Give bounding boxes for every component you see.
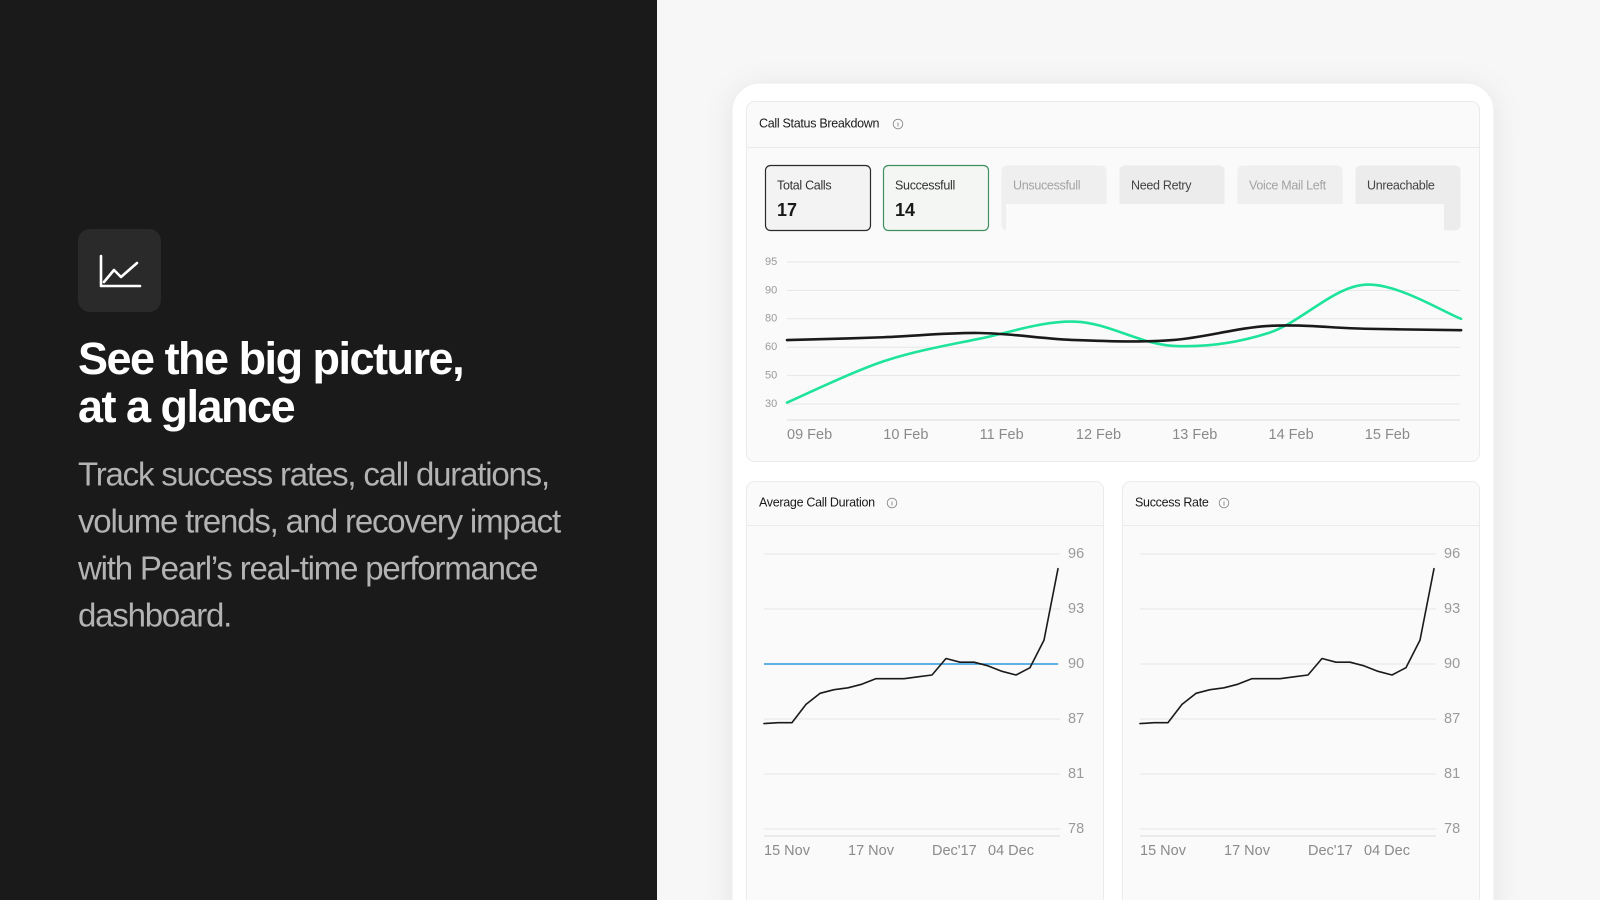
x-tick-label: 04 Dec bbox=[988, 843, 1034, 859]
info-icon bbox=[892, 118, 904, 130]
y-tick-label: 30 bbox=[765, 398, 777, 410]
x-tick-label: 17 Nov bbox=[1224, 843, 1271, 859]
y-tick-label: 93 bbox=[1068, 601, 1084, 617]
success-card bbox=[1122, 481, 1480, 900]
hero-body: dashboard. bbox=[78, 597, 231, 634]
x-tick-label: 15 Feb bbox=[1365, 427, 1410, 443]
y-tick-label: 81 bbox=[1068, 766, 1084, 782]
tab-label: Voice Mail Left bbox=[1249, 178, 1327, 192]
info-icon bbox=[886, 497, 898, 509]
y-tick-label: 60 bbox=[765, 341, 777, 353]
status-tab[interactable] bbox=[882, 164, 990, 232]
duration-card bbox=[746, 481, 1104, 900]
y-tick-label: 90 bbox=[1068, 656, 1084, 672]
x-tick-label: 04 Dec bbox=[1364, 843, 1410, 859]
y-tick-label: 95 bbox=[765, 256, 777, 268]
hero-title: at a glance bbox=[78, 381, 295, 432]
tab-value: 17 bbox=[777, 200, 797, 220]
x-tick-label: Dec'17 bbox=[932, 843, 977, 859]
card-title: Average Call Duration bbox=[759, 495, 875, 509]
tab-label: Need Retry bbox=[1131, 178, 1192, 192]
hero-body: Track success rates, call durations, bbox=[78, 456, 549, 493]
y-tick-label: 93 bbox=[1444, 601, 1460, 617]
tab-overlay bbox=[1006, 204, 1444, 231]
y-tick-label: 80 bbox=[765, 313, 777, 325]
x-tick-label: 09 Feb bbox=[787, 427, 832, 443]
x-tick-label: 15 Nov bbox=[764, 843, 811, 859]
y-tick-label: 78 bbox=[1444, 821, 1460, 837]
hero-body: volume trends, and recovery impact bbox=[78, 503, 561, 540]
hero-panel bbox=[0, 0, 657, 900]
y-tick-label: 87 bbox=[1444, 711, 1460, 727]
tab-value: 14 bbox=[895, 200, 915, 220]
x-tick-label: 10 Feb bbox=[883, 427, 928, 443]
x-tick-label: 14 Feb bbox=[1269, 427, 1314, 443]
y-tick-label: 96 bbox=[1068, 546, 1084, 562]
y-tick-label: 90 bbox=[765, 284, 777, 296]
hero-body: with Pearl’s real-time performance bbox=[77, 550, 537, 587]
x-tick-label: 15 Nov bbox=[1140, 843, 1187, 859]
y-tick-label: 81 bbox=[1444, 766, 1460, 782]
card-title: Success Rate bbox=[1135, 495, 1209, 509]
x-tick-label: 11 Feb bbox=[980, 427, 1024, 443]
chart-icon bbox=[99, 254, 142, 288]
x-tick-label: Dec'17 bbox=[1308, 843, 1353, 859]
y-tick-label: 87 bbox=[1068, 711, 1084, 727]
chart-icon-box bbox=[78, 229, 161, 312]
y-tick-label: 96 bbox=[1444, 546, 1460, 562]
series-line bbox=[785, 324, 1463, 343]
y-tick-label: 78 bbox=[1068, 821, 1084, 837]
y-tick-label: 50 bbox=[765, 370, 777, 382]
tab-label: Total Calls bbox=[777, 178, 831, 192]
series-line bbox=[785, 283, 1463, 404]
x-tick-label: 13 Feb bbox=[1172, 427, 1217, 443]
tab-label: Successfull bbox=[895, 178, 955, 192]
status-card bbox=[746, 101, 1480, 462]
y-tick-label: 90 bbox=[1444, 656, 1460, 672]
card-title: Call Status Breakdown bbox=[759, 116, 880, 130]
x-tick-label: 12 Feb bbox=[1076, 427, 1121, 443]
x-tick-label: 17 Nov bbox=[848, 843, 895, 859]
tab-label: Unsucessfull bbox=[1013, 178, 1080, 192]
series-line bbox=[1139, 567, 1435, 725]
hero-title: See the big picture, bbox=[78, 333, 463, 384]
tab-label: Unreachable bbox=[1367, 178, 1435, 192]
info-icon bbox=[1218, 497, 1230, 509]
status-tab[interactable] bbox=[764, 164, 872, 232]
series-line bbox=[763, 567, 1059, 725]
